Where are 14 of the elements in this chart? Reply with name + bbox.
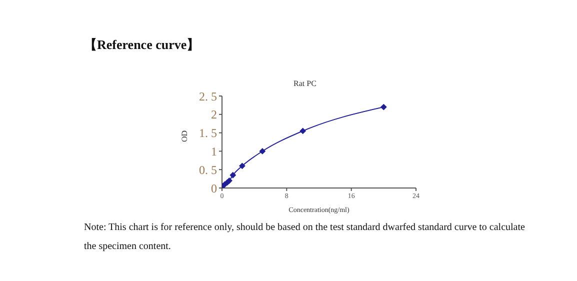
point xyxy=(239,162,246,170)
y-tick-label: 2 xyxy=(211,108,217,122)
y-axis-title: OD xyxy=(180,130,189,142)
y-tick-label: 0. 5 xyxy=(199,162,217,177)
point xyxy=(380,104,387,110)
y-tick-label: 1. 5 xyxy=(199,126,217,140)
y-tick-label: 2. 5 xyxy=(199,89,217,104)
y-tick-label: 1 xyxy=(211,144,217,158)
point xyxy=(259,148,266,154)
point xyxy=(300,128,306,134)
text: Note: This chart is for reference only, should be based on the test standard dwarfed standard curve to calculate the specimen content. xyxy=(84,221,526,254)
point xyxy=(230,172,236,178)
chart-title: 【Reference curve】 xyxy=(84,36,200,54)
chart-subtitle: Rat PC xyxy=(292,79,318,88)
